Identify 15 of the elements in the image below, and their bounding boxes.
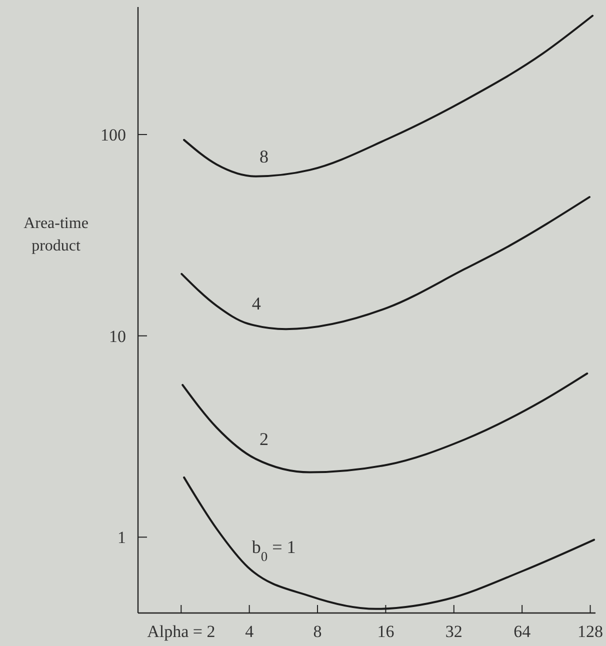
- x-tick-label: 4: [245, 622, 254, 641]
- series-label: 2: [260, 428, 269, 449]
- x-tick-label: Alpha = 2: [147, 622, 216, 641]
- x-tick-label: 64: [514, 622, 532, 641]
- x-tick-label: 8: [313, 622, 322, 641]
- x-tick-label: 16: [377, 622, 394, 641]
- x-tick-label: 32: [445, 622, 462, 641]
- series-label: 4: [252, 294, 261, 314]
- y-axis-title: Area-time product: [24, 215, 88, 254]
- y-tick-label: 100: [100, 125, 126, 144]
- series-label: 8: [260, 146, 269, 166]
- x-tick-label: 128: [578, 622, 604, 641]
- series-label: b$_{0}$ = 1: [252, 537, 296, 564]
- y-tick-label: 1: [118, 528, 126, 548]
- y-tick-label: 10: [109, 326, 126, 346]
